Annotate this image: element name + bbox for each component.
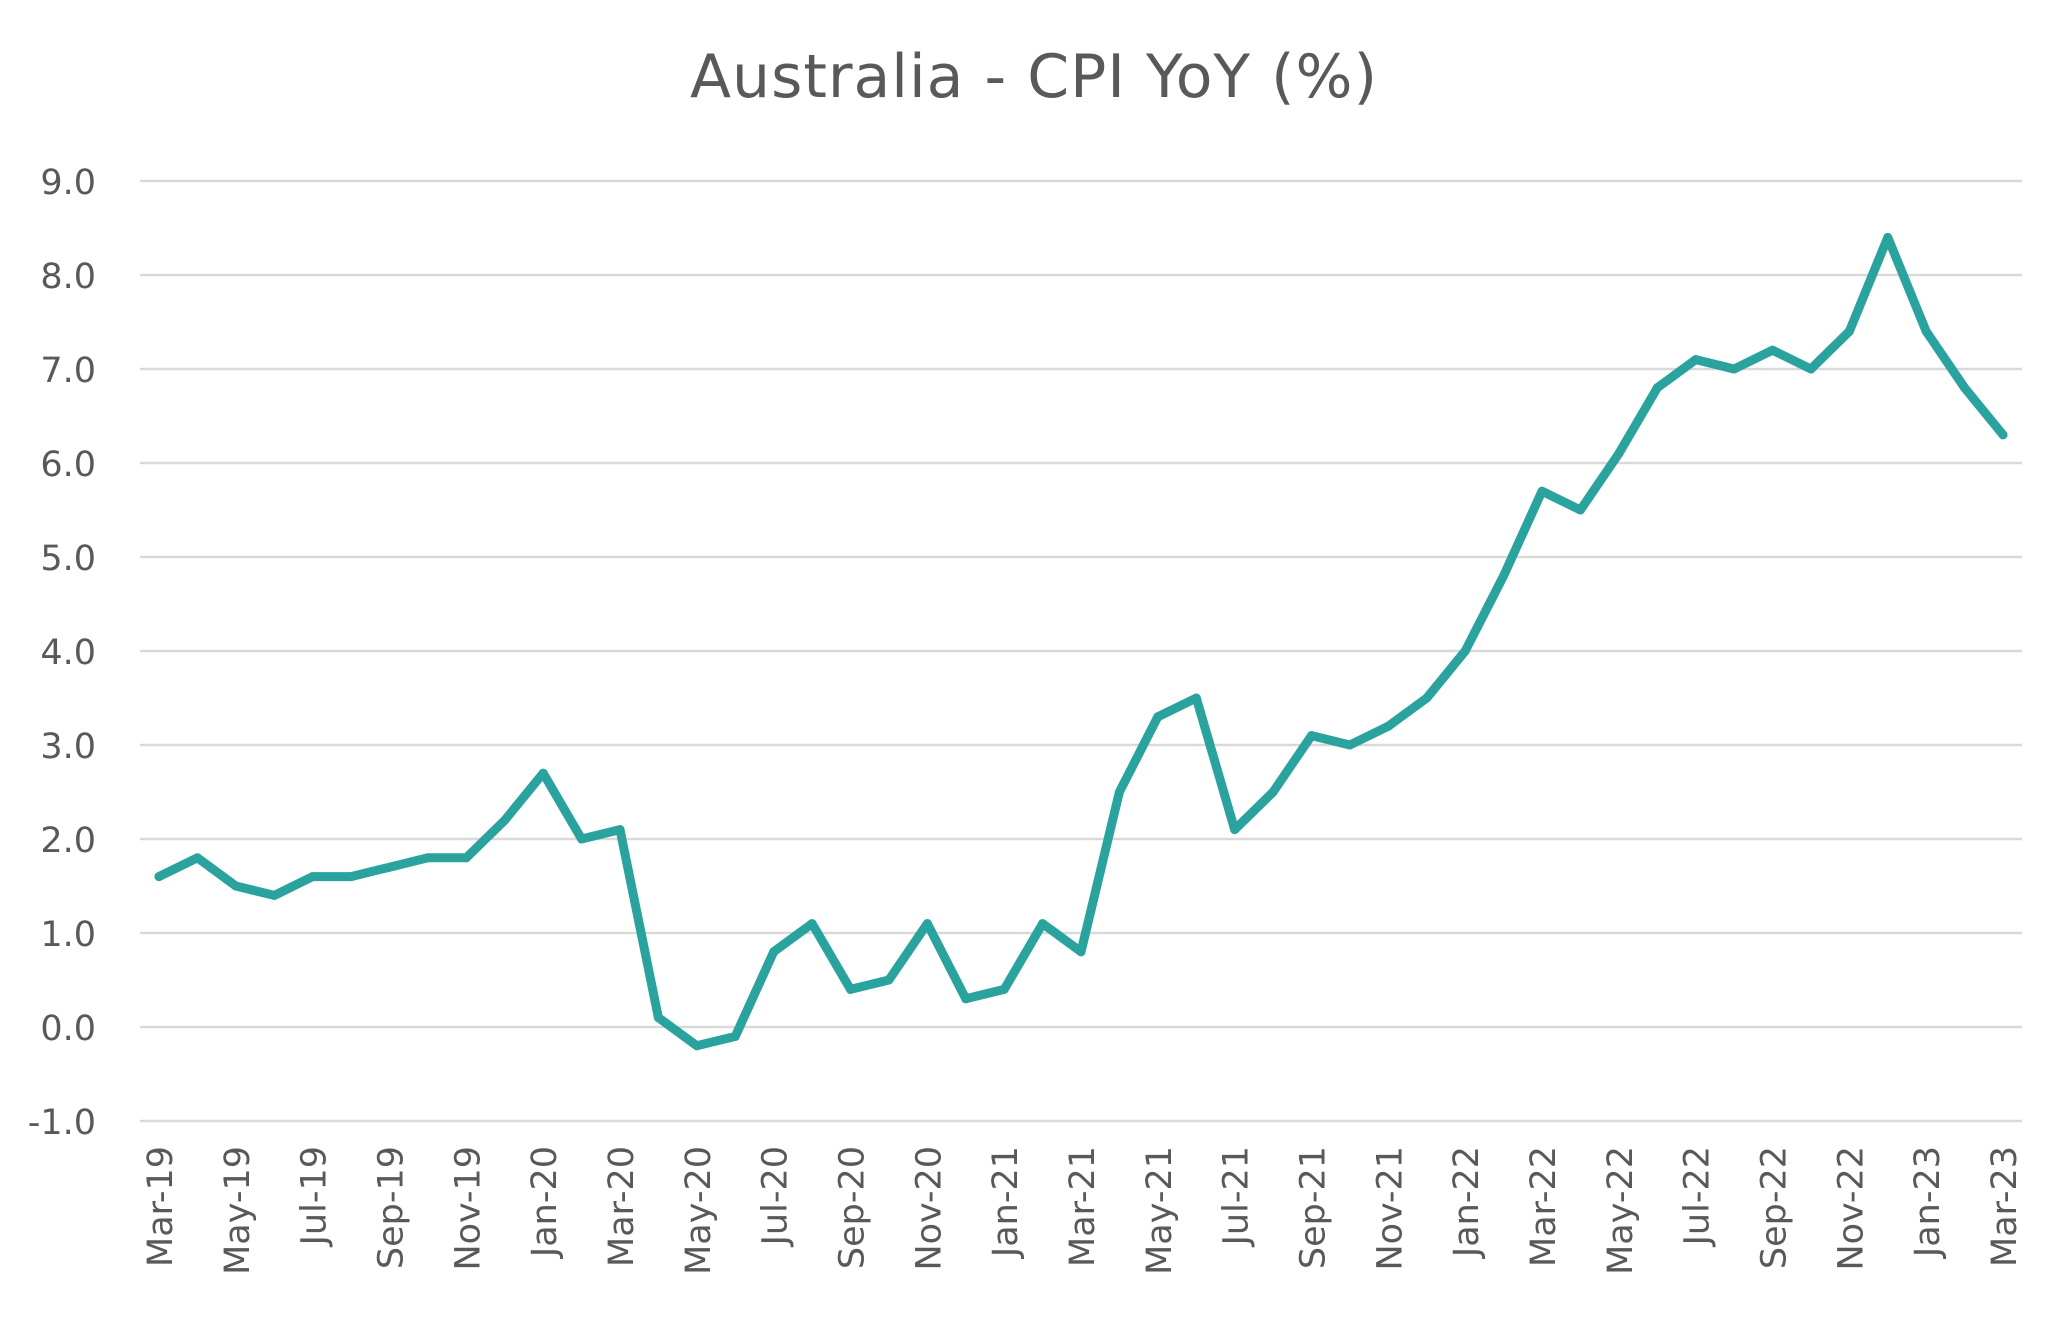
- x-tick-label: May-20: [679, 1146, 719, 1275]
- data-point: [1883, 232, 1893, 242]
- data-point: [1345, 740, 1355, 750]
- data-point: [1614, 449, 1624, 459]
- x-axis-ticks: Mar-19 May-19 Jul-19 Sep-19 Nov-19 Jan-20 Mar-…: [141, 1146, 2025, 1275]
- data-point: [577, 834, 587, 844]
- chart-title: Australia - CPI YoY (%): [690, 42, 1378, 112]
- data-point: [1383, 721, 1393, 731]
- data-point: [1268, 787, 1278, 797]
- data-point: [1460, 646, 1470, 656]
- data-point: [1422, 693, 1432, 703]
- y-tick-label: 8.0: [40, 257, 96, 297]
- y-tick-label: 0.0: [40, 1009, 96, 1049]
- data-point: [1960, 383, 1970, 393]
- data-point: [730, 1031, 740, 1041]
- data-point: [922, 919, 932, 929]
- y-tick-label: 6.0: [40, 445, 96, 485]
- data-point: [1307, 731, 1316, 741]
- data-point: [1076, 947, 1086, 957]
- data-point: [1499, 571, 1509, 581]
- x-tick-label: Jan-23: [1908, 1146, 1948, 1259]
- data-point: [1768, 345, 1777, 355]
- data-point: [538, 768, 548, 778]
- y-tick-label: 4.0: [40, 633, 96, 673]
- data-point: [423, 853, 433, 863]
- data-point: [500, 815, 510, 825]
- x-tick-label: Nov-19: [448, 1146, 488, 1271]
- data-point: [769, 947, 779, 957]
- data-point: [1230, 825, 1240, 835]
- x-tick-label: Mar-22: [1524, 1146, 1564, 1267]
- x-tick-label: Jul-20: [756, 1146, 796, 1247]
- data-point: [192, 853, 202, 863]
- x-tick-label: Jul-21: [1217, 1146, 1257, 1247]
- data-point: [1191, 693, 1201, 703]
- data-point: [884, 975, 894, 985]
- x-tick-label: Jul-22: [1678, 1146, 1718, 1247]
- y-axis-ticks: 9.0 8.0 7.0 6.0 5.0 4.0 3.0 2.0 1.0 0.0 -1.0: [28, 163, 96, 1143]
- x-tick-label: May-21: [1140, 1146, 1180, 1275]
- y-tick-label: 9.0: [40, 163, 96, 203]
- data-point: [1921, 326, 1931, 336]
- data-point: [1729, 364, 1739, 374]
- data-point: [1691, 355, 1701, 365]
- series-layer: [154, 232, 2008, 1051]
- data-point: [999, 984, 1009, 994]
- data-point: [269, 890, 279, 900]
- data-point: [653, 1013, 663, 1023]
- data-point: [308, 872, 318, 882]
- data-point: [615, 825, 625, 835]
- x-tick-label: Mar-19: [141, 1146, 181, 1267]
- data-point: [846, 984, 855, 994]
- data-point: [692, 1041, 702, 1051]
- x-tick-label: Sep-19: [372, 1146, 412, 1269]
- x-tick-label: Mar-21: [1063, 1146, 1103, 1267]
- x-tick-label: Jul-19: [295, 1146, 335, 1247]
- data-point: [1998, 430, 2008, 440]
- data-point: [1575, 505, 1585, 515]
- data-point: [154, 872, 164, 882]
- x-tick-label: May-22: [1601, 1146, 1641, 1275]
- x-tick-label: Sep-21: [1294, 1146, 1334, 1269]
- data-point: [961, 994, 971, 1004]
- x-tick-label: Sep-22: [1755, 1146, 1795, 1269]
- data-point: [1652, 383, 1662, 393]
- x-tick-label: Mar-20: [602, 1146, 642, 1267]
- data-point: [1038, 919, 1048, 929]
- x-tick-label: Sep-20: [833, 1146, 873, 1269]
- y-tick-label: 7.0: [40, 351, 96, 391]
- y-tick-label: 3.0: [40, 727, 96, 767]
- series-line-cpi-yoy: [154, 232, 2008, 1051]
- y-tick-label: 5.0: [40, 539, 96, 579]
- data-point: [1114, 787, 1124, 797]
- x-tick-label: Nov-22: [1831, 1146, 1871, 1271]
- data-point: [807, 919, 817, 929]
- x-tick-label: Jan-21: [986, 1146, 1026, 1259]
- y-tick-label: 2.0: [40, 821, 96, 861]
- x-tick-label: May-19: [218, 1146, 258, 1275]
- x-tick-label: Nov-21: [1370, 1146, 1410, 1271]
- data-point: [231, 881, 241, 891]
- data-point: [385, 862, 394, 872]
- data-point: [1537, 486, 1547, 496]
- data-point: [1806, 364, 1816, 374]
- x-tick-label: Jan-20: [525, 1146, 565, 1259]
- y-tick-label: -1.0: [28, 1103, 96, 1143]
- data-point: [346, 872, 356, 882]
- data-point: [461, 853, 471, 863]
- data-point: [1844, 326, 1854, 336]
- x-tick-label: Jan-22: [1447, 1146, 1487, 1259]
- data-point: [1153, 712, 1163, 722]
- y-tick-label: 1.0: [40, 915, 96, 955]
- gridlines: [140, 179, 2022, 1123]
- x-tick-label: Mar-23: [1985, 1146, 2025, 1267]
- x-tick-label: Nov-20: [909, 1146, 949, 1271]
